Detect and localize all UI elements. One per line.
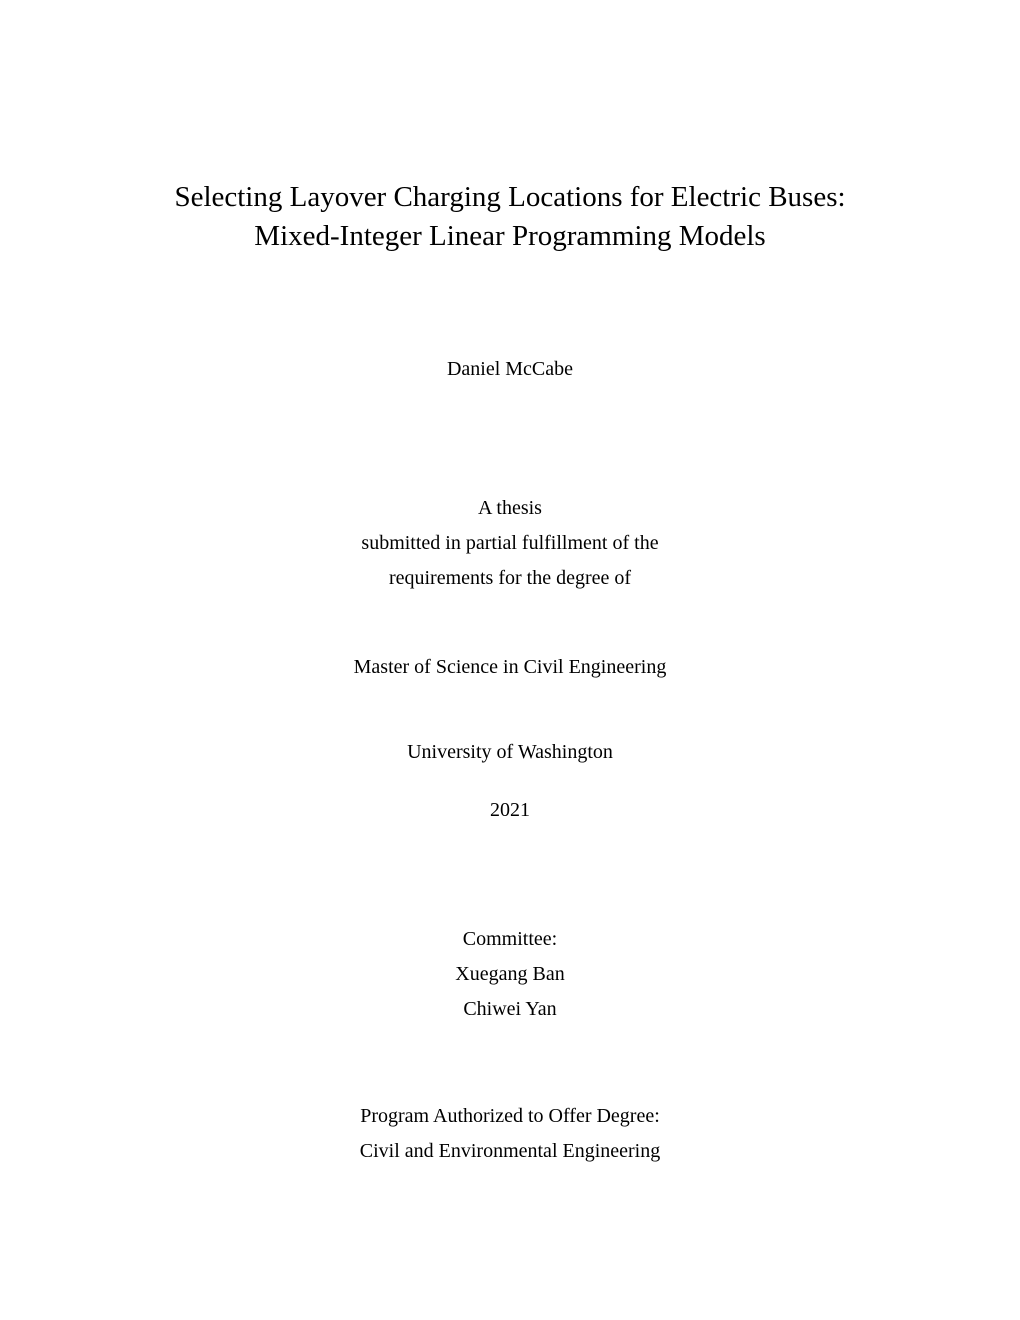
degree-name: Master of Science in Civil Engineering xyxy=(0,656,1020,679)
committee-label: Committee: xyxy=(0,922,1020,957)
thesis-line-3: requirements for the degree of xyxy=(0,561,1020,596)
university-name: University of Washington xyxy=(0,741,1020,764)
year: 2021 xyxy=(0,799,1020,822)
committee-section: Committee: Xuegang Ban Chiwei Yan xyxy=(0,922,1020,1027)
committee-member-2: Chiwei Yan xyxy=(0,992,1020,1027)
title-line-2: Mixed-Integer Linear Programming Models xyxy=(0,217,1020,256)
title-line-1: Selecting Layover Charging Locations for… xyxy=(0,178,1020,217)
thesis-title-page: Selecting Layover Charging Locations for… xyxy=(0,0,1020,1320)
program-section: Program Authorized to Offer Degree: Civi… xyxy=(0,1099,1020,1169)
thesis-line-1: A thesis xyxy=(0,491,1020,526)
author-name: Daniel McCabe xyxy=(0,358,1020,381)
committee-member-1: Xuegang Ban xyxy=(0,957,1020,992)
thesis-line-2: submitted in partial fulfillment of the xyxy=(0,526,1020,561)
thesis-description: A thesis submitted in partial fulfillmen… xyxy=(0,491,1020,596)
program-line-1: Program Authorized to Offer Degree: xyxy=(0,1099,1020,1134)
program-line-2: Civil and Environmental Engineering xyxy=(0,1134,1020,1169)
